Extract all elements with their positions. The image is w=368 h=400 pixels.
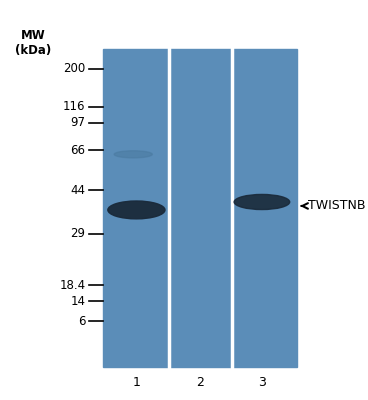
Text: 2: 2 [196,376,204,389]
Text: 97: 97 [71,116,86,129]
Ellipse shape [234,194,290,210]
Text: 3: 3 [258,376,266,389]
Bar [103,49,297,367]
Text: TWISTNB: TWISTNB [308,200,365,212]
Text: 18.4: 18.4 [60,279,86,292]
Text: 116: 116 [63,100,86,113]
Text: 200: 200 [63,62,86,76]
Ellipse shape [114,151,152,158]
Text: 14: 14 [71,295,86,308]
Text: 1: 1 [132,376,140,389]
Ellipse shape [108,201,165,219]
Text: MW
(kDa): MW (kDa) [15,29,51,57]
Text: 29: 29 [71,227,86,240]
Text: 44: 44 [71,184,86,196]
Text: 6: 6 [78,315,86,328]
Text: 66: 66 [71,144,86,157]
